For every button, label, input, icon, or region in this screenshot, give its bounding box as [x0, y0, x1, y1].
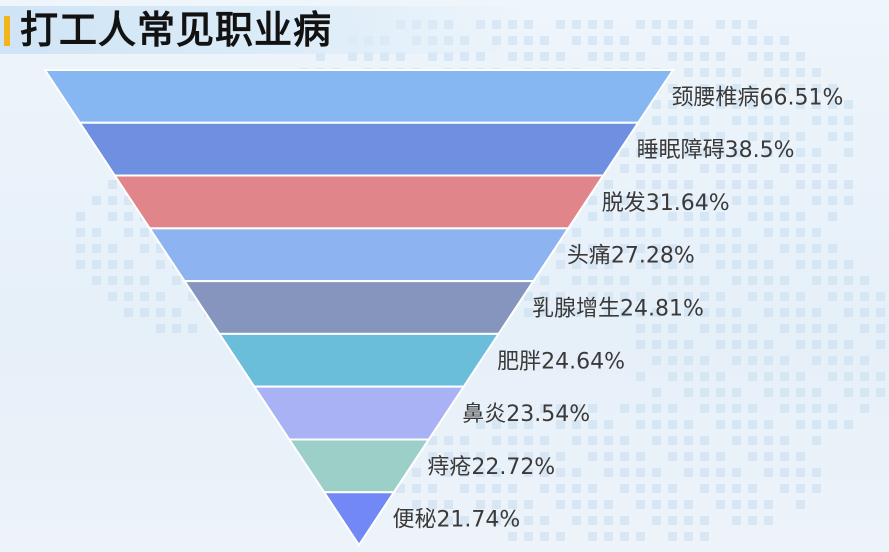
funnel-segment-7: [252, 385, 466, 441]
funnel-label-4: 头痛27.28%: [567, 244, 695, 269]
funnel-segment-2: [78, 121, 640, 177]
funnel-label-7: 鼻炎23.54%: [462, 402, 590, 427]
funnel-label-8: 痔疮22.72%: [427, 455, 555, 480]
title-accent-bar: [4, 16, 10, 46]
funnel-label-6: 肥胖24.64%: [497, 349, 625, 374]
funnel-segment-6: [217, 332, 501, 388]
funnel-segment-5: [182, 280, 536, 335]
funnel-label-1: 颈腰椎病66.51%: [672, 85, 844, 110]
funnel-segment-3: [112, 174, 606, 230]
funnel-segment-9: [322, 491, 396, 547]
title-bar: [0, 6, 520, 54]
funnel-label-2: 睡眠障碍38.5%: [637, 138, 795, 163]
page-title: 打工人常见职业病: [20, 8, 333, 52]
funnel-label-9: 便秘21.74%: [392, 508, 520, 533]
funnel-segment-4: [147, 227, 571, 283]
funnel-segment-8: [287, 438, 431, 494]
funnel-label-5: 乳腺增生24.81%: [532, 297, 704, 322]
funnel-label-3: 脱发31.64%: [602, 191, 730, 216]
funnel-segment-1: [43, 69, 675, 124]
